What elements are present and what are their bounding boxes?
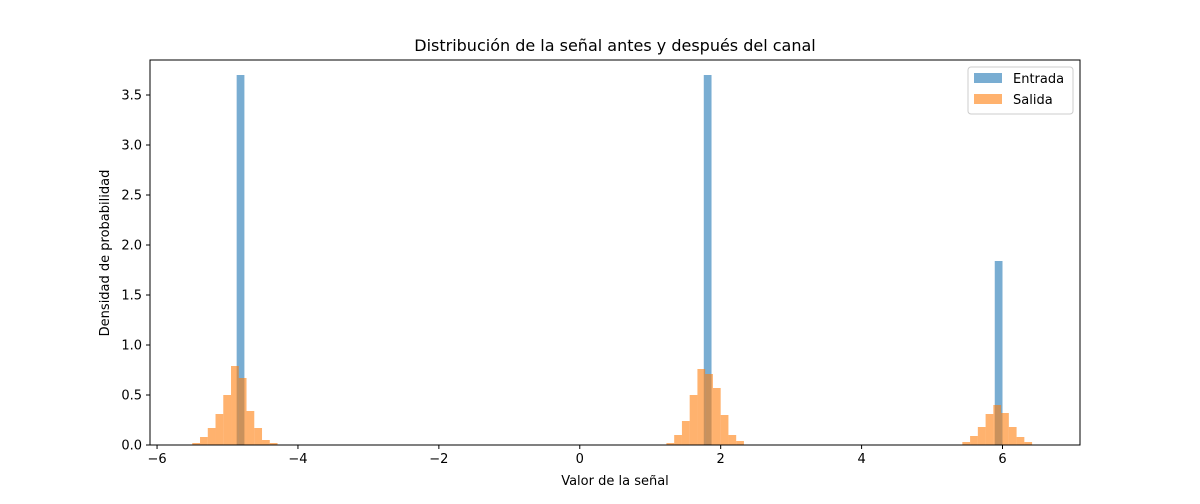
y-tick-label: 2.0: [121, 239, 142, 254]
bar-entrada-1: [703, 75, 712, 445]
y-axis-label: Densidad de probabilidad: [98, 170, 113, 337]
bar-salida-15: [681, 421, 690, 445]
y-tick-label: 1.5: [121, 289, 142, 304]
bar-salida-14: [674, 435, 682, 445]
x-tick-label: −6: [147, 452, 166, 467]
legend-label-salida: Salida: [1013, 93, 1053, 108]
bar-salida-11: [269, 443, 278, 445]
bar-salida-29: [1008, 427, 1017, 445]
plot-frame: [149, 59, 1081, 446]
x-tick-label: −2: [429, 452, 448, 467]
bar-salida-6: [231, 366, 239, 445]
legend: Entrada Salida: [967, 66, 1074, 115]
bar-salida-10: [262, 440, 270, 445]
bar-salida-1: [192, 443, 201, 445]
bar-salida-31: [1024, 442, 1033, 445]
bar-salida-2: [200, 437, 208, 445]
axes-layer: −6 −4 −2 0 2 4 6 0.0 0.5 1.0 1.5 2.0 2.5 3.0 3.5: [121, 59, 1081, 467]
bar-entrada-0: [236, 75, 245, 445]
x-tick-label: 4: [857, 452, 865, 467]
x-axis-label: Valor de la señal: [561, 474, 669, 489]
x-tick-label: 6: [998, 452, 1006, 467]
chart-title: Distribución de la señal antes y después…: [414, 36, 816, 55]
bar-salida-20: [720, 415, 729, 445]
y-tick-label: 0.0: [121, 439, 142, 454]
bar-salida-17: [697, 369, 706, 445]
bar-salida-18: [705, 374, 713, 445]
bar-salida-30: [1016, 437, 1025, 445]
y-tick-label: 3.5: [121, 89, 142, 104]
bar-salida-13: [666, 443, 675, 445]
bar-salida-16: [689, 395, 698, 445]
y-tick-label: 2.5: [121, 189, 142, 204]
y-tick-label: 0.5: [121, 389, 142, 404]
legend-label-entrada: Entrada: [1013, 72, 1064, 87]
bar-salida-26: [985, 414, 994, 445]
bar-salida-5: [223, 395, 232, 445]
x-tick-label: 2: [717, 452, 725, 467]
bar-salida-21: [728, 435, 737, 445]
bar-salida-25: [977, 427, 986, 445]
x-tick-label: 0: [576, 452, 584, 467]
x-tick-label: −4: [288, 452, 307, 467]
bar-salida-9: [254, 428, 263, 445]
bar-salida-7: [238, 378, 247, 445]
bar-salida-19: [712, 388, 721, 445]
bar-salida-23: [962, 442, 971, 445]
legend-swatch-entrada: [974, 73, 1002, 83]
bar-salida-22: [736, 441, 744, 445]
bars-layer: [185, 75, 1033, 445]
bar-salida-4: [215, 414, 224, 445]
bar-salida-3: [207, 428, 216, 445]
bar-salida-27: [993, 405, 1002, 445]
bar-salida-8: [246, 411, 255, 445]
y-tick-label: 1.0: [121, 339, 142, 354]
y-tick-label: 3.0: [121, 139, 142, 154]
bar-salida-24: [970, 436, 978, 445]
bar-entrada-2: [994, 261, 1003, 445]
bar-salida-28: [1001, 413, 1009, 445]
legend-swatch-salida: [974, 94, 1002, 104]
